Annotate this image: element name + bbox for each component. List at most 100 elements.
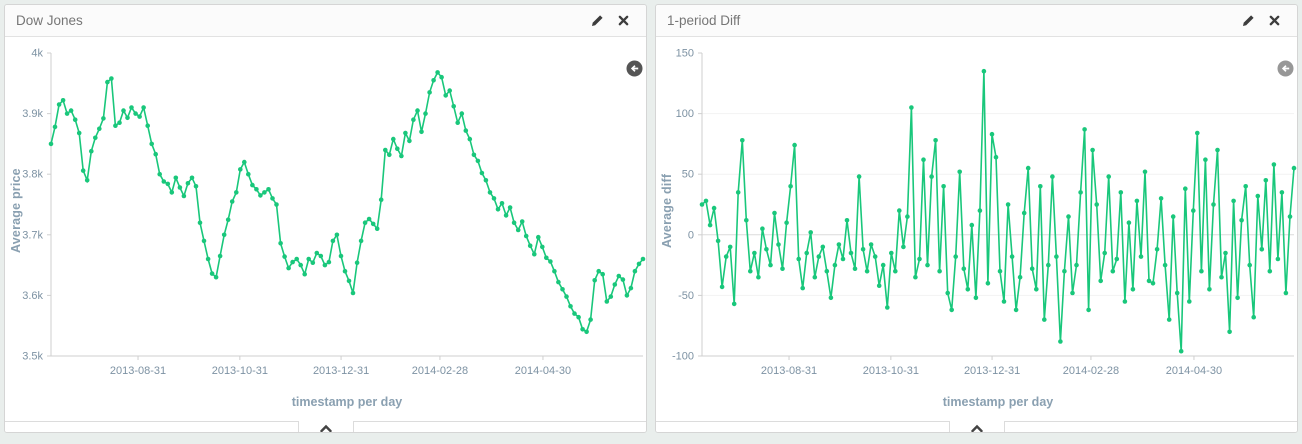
data-point[interactable]	[1058, 339, 1063, 344]
data-point[interactable]	[234, 190, 239, 195]
data-point[interactable]	[52, 124, 58, 130]
data-point[interactable]	[1146, 278, 1152, 284]
data-point[interactable]	[491, 196, 497, 201]
data-point[interactable]	[568, 304, 573, 309]
data-point[interactable]	[897, 208, 902, 213]
data-point[interactable]	[880, 262, 886, 268]
data-point[interactable]	[1154, 247, 1160, 252]
data-point[interactable]	[129, 105, 134, 110]
data-point[interactable]	[1126, 220, 1132, 225]
data-point[interactable]	[993, 154, 999, 160]
data-point[interactable]	[423, 111, 428, 116]
data-point[interactable]	[76, 130, 82, 136]
data-point[interactable]	[1134, 198, 1140, 204]
data-point[interactable]	[306, 256, 312, 262]
data-point[interactable]	[556, 279, 561, 285]
data-point[interactable]	[1021, 210, 1027, 216]
data-point[interactable]	[764, 247, 769, 252]
data-point[interactable]	[1259, 247, 1265, 252]
data-point[interactable]	[165, 181, 171, 187]
data-point[interactable]	[217, 253, 223, 259]
dow-jones-chart[interactable]: 4k 3.9k 3.8k 3.7k 3.6k 3.5k 2013-08-31 2013-10-…	[5, 47, 646, 385]
data-point[interactable]	[824, 268, 830, 274]
data-point[interactable]	[258, 193, 263, 198]
data-point[interactable]	[1183, 186, 1188, 191]
data-point[interactable]	[221, 232, 227, 238]
data-point[interactable]	[487, 190, 493, 195]
data-point[interactable]	[1203, 157, 1208, 162]
data-point[interactable]	[507, 205, 513, 210]
data-point[interactable]	[1001, 299, 1007, 304]
data-point[interactable]	[949, 307, 954, 313]
data-point[interactable]	[1227, 329, 1232, 335]
data-point[interactable]	[173, 175, 179, 181]
data-point[interactable]	[366, 216, 372, 222]
data-point[interactable]	[740, 138, 745, 143]
data-point[interactable]	[913, 274, 918, 280]
data-point[interactable]	[84, 178, 90, 183]
data-point[interactable]	[1211, 202, 1216, 207]
data-point[interactable]	[93, 135, 98, 141]
data-point[interactable]	[479, 170, 485, 176]
data-point[interactable]	[620, 277, 626, 282]
data-point[interactable]	[636, 261, 642, 267]
data-point[interactable]	[760, 226, 765, 231]
data-point[interactable]	[1150, 281, 1156, 286]
data-point[interactable]	[89, 148, 94, 154]
edit-panel-button[interactable]	[589, 13, 605, 29]
data-point[interactable]	[262, 190, 267, 195]
data-point[interactable]	[772, 210, 777, 216]
data-point[interactable]	[197, 220, 203, 225]
data-point[interactable]	[788, 184, 793, 189]
data-point[interactable]	[1050, 174, 1055, 179]
data-point[interactable]	[548, 259, 553, 264]
data-point[interactable]	[628, 285, 634, 291]
data-point[interactable]	[752, 250, 757, 256]
data-point[interactable]	[592, 278, 597, 283]
data-point[interactable]	[342, 268, 348, 274]
data-point[interactable]	[917, 256, 922, 262]
data-point[interactable]	[378, 197, 384, 202]
data-point[interactable]	[735, 190, 741, 195]
data-point[interactable]	[953, 254, 958, 259]
data-point[interactable]	[1247, 262, 1252, 268]
data-point[interactable]	[1231, 198, 1236, 204]
data-point[interactable]	[519, 219, 525, 224]
data-point[interactable]	[109, 76, 114, 81]
data-point[interactable]	[616, 273, 622, 279]
data-point[interactable]	[1219, 274, 1224, 280]
data-point[interactable]	[1158, 196, 1164, 201]
data-point[interactable]	[181, 193, 187, 199]
data-point[interactable]	[475, 158, 481, 164]
data-point[interactable]	[864, 268, 870, 274]
data-point[interactable]	[941, 184, 946, 189]
data-point[interactable]	[72, 117, 78, 122]
data-point[interactable]	[1013, 307, 1019, 313]
data-point[interactable]	[1267, 268, 1273, 274]
data-point[interactable]	[1279, 190, 1285, 195]
data-point[interactable]	[391, 136, 396, 142]
data-point[interactable]	[1271, 162, 1277, 167]
data-point[interactable]	[246, 171, 251, 177]
data-point[interactable]	[463, 128, 469, 133]
data-point[interactable]	[856, 174, 862, 179]
data-point[interactable]	[1102, 250, 1107, 256]
data-point[interactable]	[1029, 266, 1035, 271]
data-point[interactable]	[318, 253, 324, 259]
data-point[interactable]	[961, 266, 967, 271]
data-point[interactable]	[612, 282, 618, 287]
data-point[interactable]	[812, 274, 818, 280]
data-point[interactable]	[149, 141, 154, 147]
data-point[interactable]	[604, 299, 610, 304]
data-point[interactable]	[536, 234, 541, 240]
data-point[interactable]	[238, 167, 243, 172]
data-point[interactable]	[527, 243, 533, 248]
data-point[interactable]	[294, 256, 300, 262]
data-point[interactable]	[125, 115, 130, 121]
data-point[interactable]	[274, 202, 279, 207]
data-point[interactable]	[407, 138, 412, 144]
data-point[interactable]	[584, 329, 589, 335]
data-point[interactable]	[909, 105, 914, 110]
data-point[interactable]	[451, 104, 457, 109]
collapse-row-button[interactable]	[948, 421, 1005, 432]
